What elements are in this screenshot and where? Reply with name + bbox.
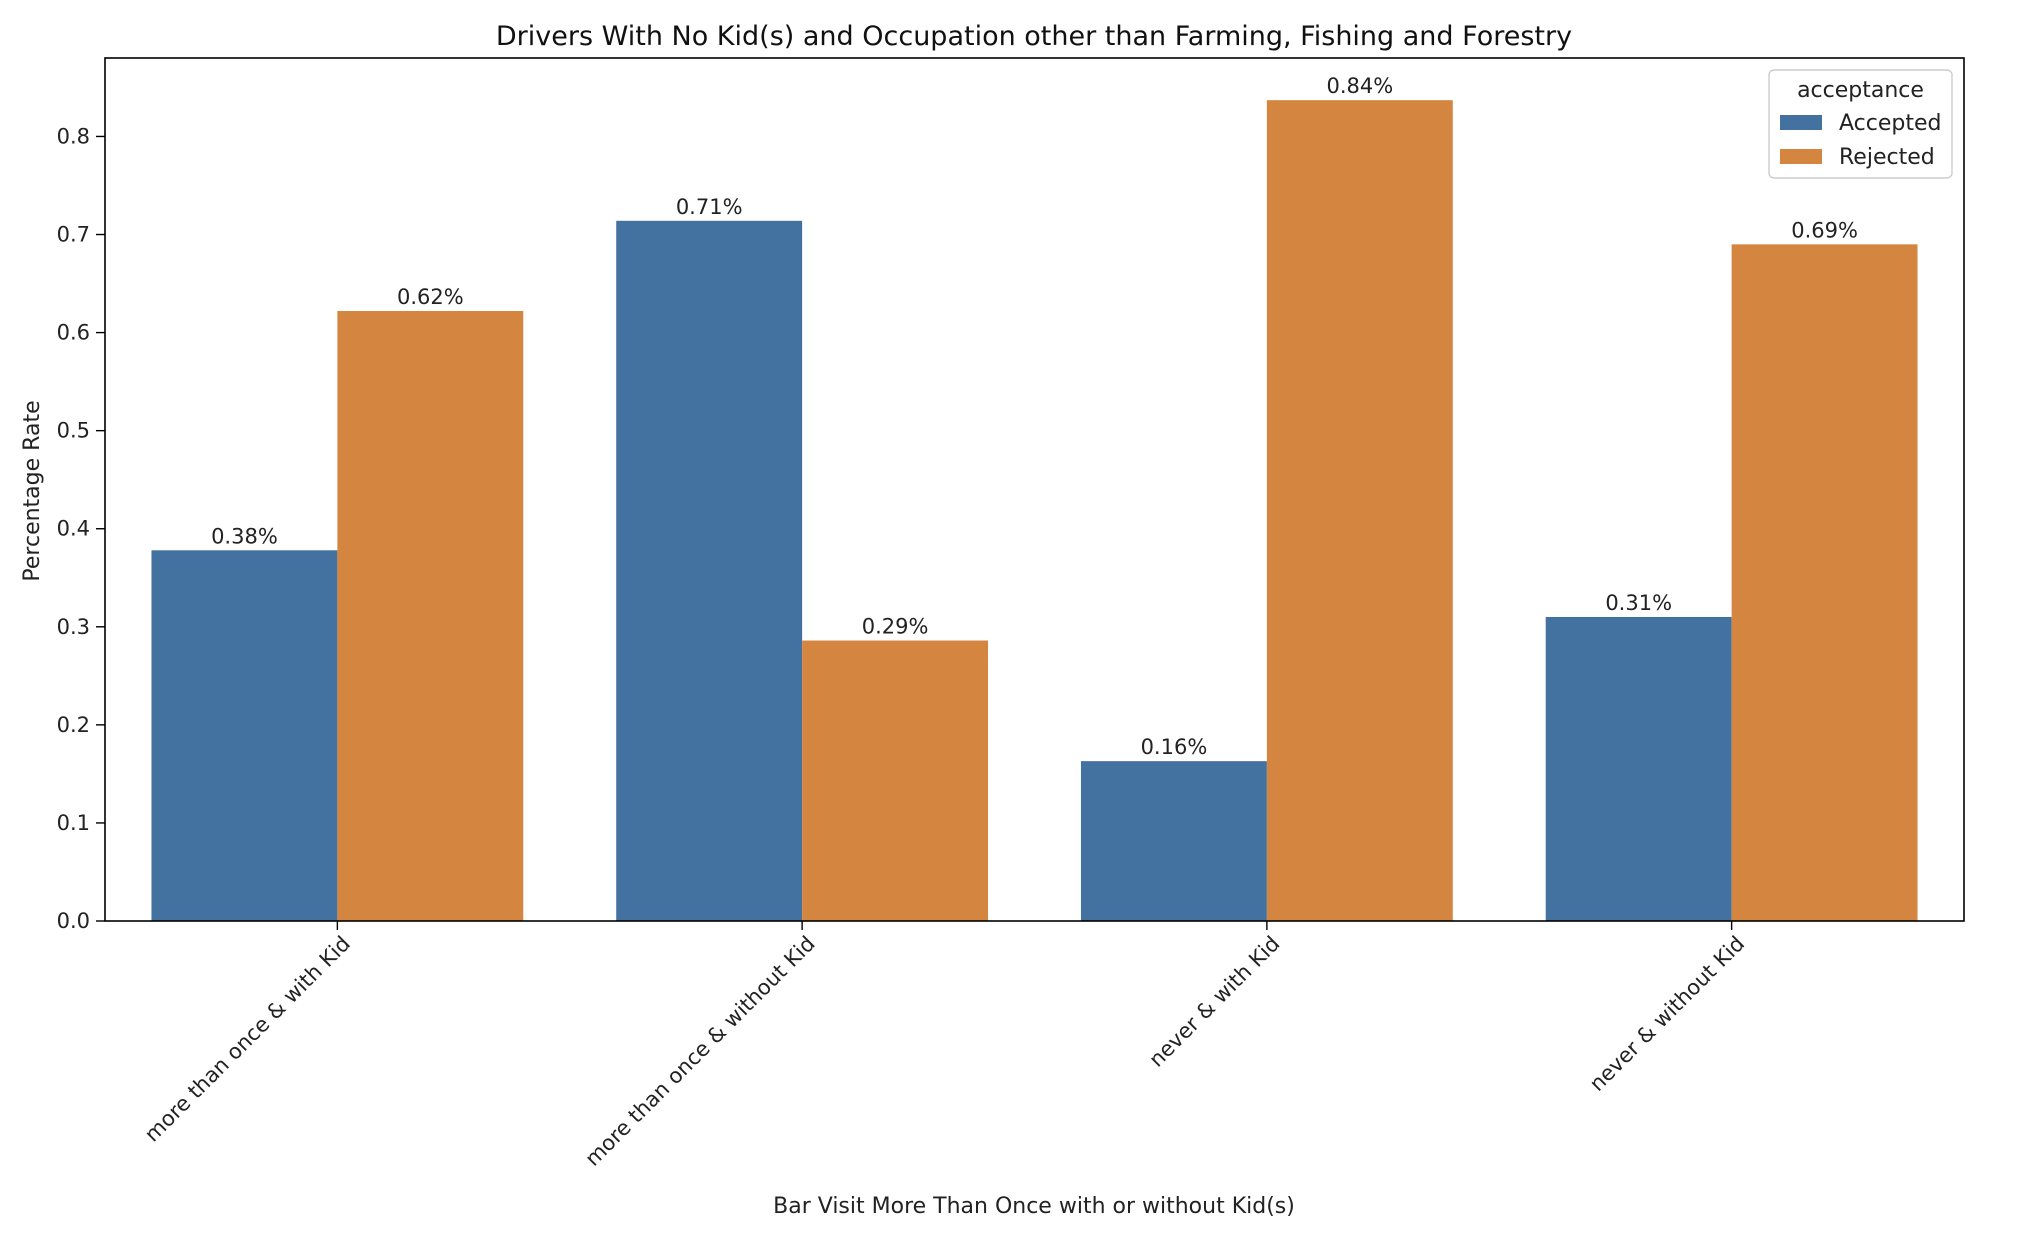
y-tick-label-2: 0.2 <box>57 713 90 737</box>
data-label-rejected-2: 0.84% <box>1326 74 1393 98</box>
y-tick-label-1: 0.1 <box>57 811 90 835</box>
bar-rejected-2 <box>1266 100 1453 922</box>
bar-rejected-1 <box>802 640 989 921</box>
x-axis-title: Bar Visit More Than Once with or without… <box>773 1194 1295 1219</box>
legend-label-accepted: Accepted <box>1839 111 1941 136</box>
bar-accepted-2 <box>1080 761 1267 921</box>
plot-frame <box>104 57 1965 922</box>
bar-accepted-3 <box>1545 616 1732 921</box>
y-tick-label-3: 0.3 <box>57 615 90 639</box>
x-tick-label-3: never & without Kid <box>1585 932 1749 1096</box>
y-axis-title: Percentage Rate <box>20 400 45 581</box>
data-label-accepted-2: 0.16% <box>1141 735 1208 759</box>
data-labels-layer: 0.38% 0.71% 0.16% 0.31% 0.62% 0.29% 0.84% 0.69% <box>211 74 1858 759</box>
x-tick-label-1: more than once & without Kid <box>580 932 819 1171</box>
data-label-rejected-1: 0.29% <box>862 615 929 639</box>
y-tick-label-6: 0.6 <box>57 321 90 345</box>
legend-label-rejected: Rejected <box>1839 145 1935 170</box>
x-axis-ticks: more than once & with Kid more than once … <box>140 921 1749 1171</box>
bar-rejected-0 <box>337 311 524 922</box>
data-label-rejected-3: 0.69% <box>1791 218 1858 242</box>
legend-swatch-rejected <box>1780 149 1822 164</box>
legend-swatch-accepted <box>1780 115 1822 130</box>
y-tick-label-5: 0.5 <box>57 419 90 443</box>
bar-accepted-0 <box>151 550 338 921</box>
y-tick-label-7: 0.7 <box>57 223 90 247</box>
y-tick-label-8: 0.8 <box>57 124 90 148</box>
data-label-accepted-1: 0.71% <box>676 195 743 219</box>
y-tick-label-4: 0.4 <box>57 517 90 541</box>
bars-layer <box>151 100 1918 922</box>
x-tick-label-2: never & with Kid <box>1144 932 1284 1072</box>
bar-accepted-1 <box>616 220 803 921</box>
bar-rejected-3 <box>1731 244 1918 922</box>
data-label-accepted-0: 0.38% <box>211 524 278 548</box>
chart-title: Drivers With No Kid(s) and Occupation ot… <box>496 21 1572 52</box>
y-tick-label-0: 0.0 <box>57 909 90 933</box>
y-axis-ticks: 0.0 0.1 0.2 0.3 0.4 0.5 0.6 0.7 0.8 <box>57 124 105 933</box>
legend: acceptance Accepted Rejected <box>1768 69 1953 179</box>
legend-title: acceptance <box>1797 78 1924 103</box>
data-label-rejected-0: 0.62% <box>397 285 464 309</box>
data-label-accepted-3: 0.31% <box>1605 591 1672 615</box>
legend-entries: Accepted Rejected <box>1780 111 1941 170</box>
x-tick-label-0: more than once & with Kid <box>140 932 355 1147</box>
